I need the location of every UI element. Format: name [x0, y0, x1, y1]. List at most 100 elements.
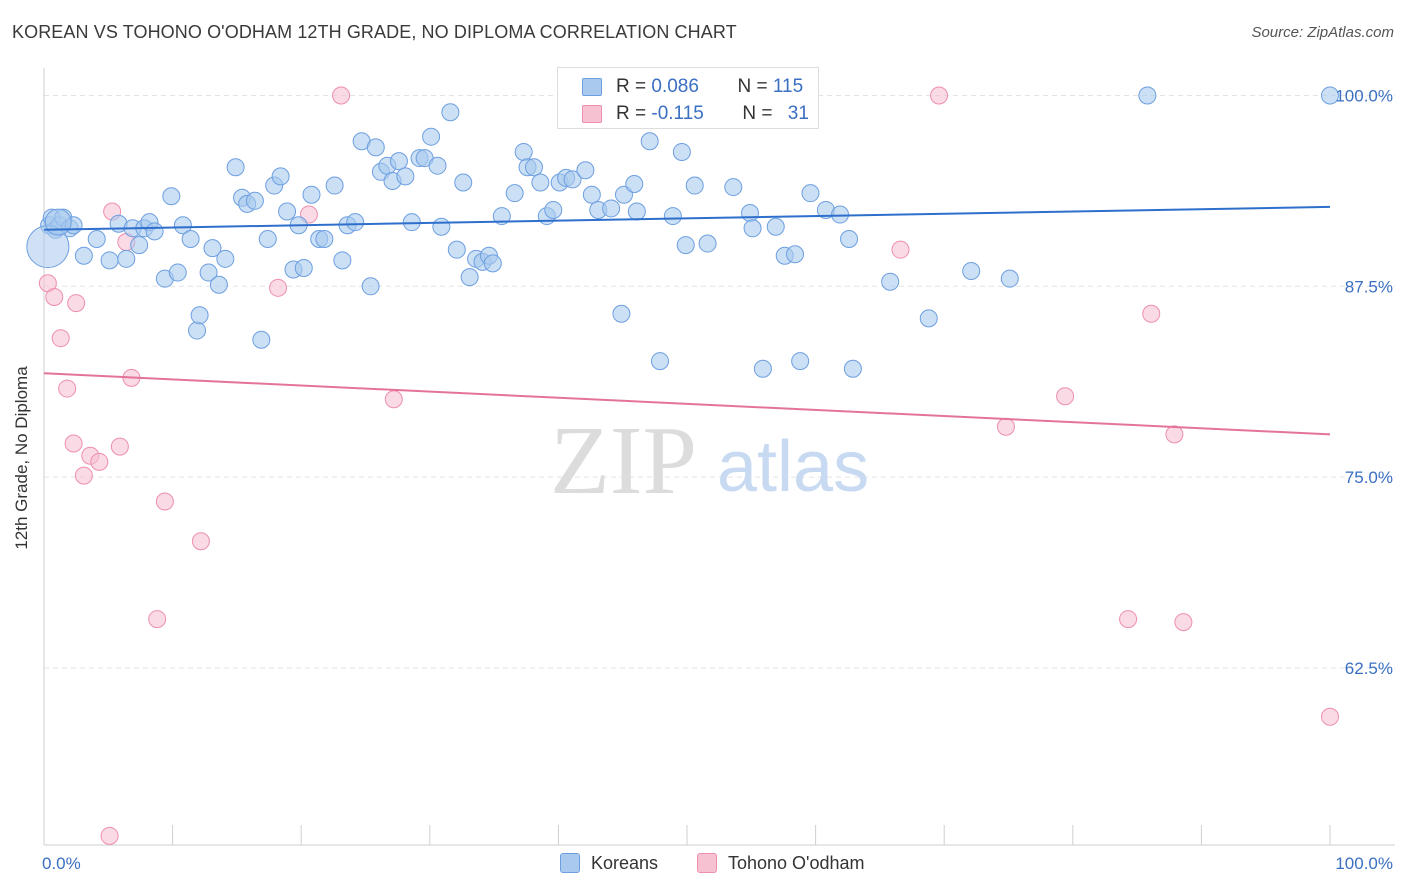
chart-title: KOREAN VS TOHONO O'ODHAM 12TH GRADE, NO … [12, 22, 737, 42]
korean-point [492, 207, 511, 226]
tohono-point [1142, 304, 1161, 323]
korean-point [743, 219, 762, 238]
korean-point [271, 167, 290, 186]
tohono-trend-line [43, 372, 1331, 436]
tohono-legend-swatch [697, 853, 717, 873]
korean-point [333, 251, 352, 270]
korean-point [563, 170, 582, 189]
tohono-point [996, 417, 1015, 436]
tohono-swatch [582, 105, 602, 123]
korean-point [117, 249, 136, 268]
korean-point [181, 229, 200, 248]
korean-point [428, 156, 447, 175]
korean-point [650, 352, 669, 371]
tohono-point [45, 287, 64, 306]
korean-point [1000, 269, 1019, 288]
source-label: Source: ZipAtlas.com [1251, 24, 1394, 41]
x-tick-label: 0.0% [42, 854, 81, 873]
korean-point [602, 199, 621, 218]
korean-point [627, 202, 646, 221]
korean-point [1138, 86, 1157, 105]
korean-point [791, 352, 810, 371]
korean-point [786, 245, 805, 264]
korean-point [130, 236, 149, 255]
korean-point [432, 217, 451, 236]
korean-point [168, 263, 187, 282]
korean-point [162, 187, 181, 206]
korean-point [346, 213, 365, 232]
tohono-legend-label: Tohono O'odham [728, 853, 865, 873]
korean-point [216, 249, 235, 268]
korean-point [209, 275, 228, 294]
n-label: N = [737, 76, 773, 97]
r-value: -0.115 [651, 103, 704, 124]
korean-point [698, 234, 717, 253]
korean-point [724, 178, 743, 197]
tohono-point [1119, 610, 1138, 629]
tohono-point [930, 86, 949, 105]
korean-point [531, 173, 550, 192]
korean-point [315, 229, 334, 248]
korean-point [199, 263, 218, 282]
tohono-point [58, 379, 77, 398]
korean-point [766, 217, 785, 236]
korean-point [672, 142, 691, 161]
tohono-point [51, 329, 70, 348]
korean-point [544, 200, 563, 219]
korean-point [741, 204, 760, 223]
korean-point [663, 207, 682, 226]
korean-point [252, 330, 271, 349]
korean-point [576, 161, 595, 180]
korean-point [226, 158, 245, 177]
korean-point [962, 262, 981, 281]
r-label: R = [616, 76, 652, 97]
tohono-point [148, 610, 167, 629]
axis-layer [43, 68, 1395, 846]
korean-point [840, 229, 859, 248]
korean-point [1321, 86, 1339, 105]
tohono-point [64, 434, 83, 453]
korean-point [843, 359, 862, 378]
y-tick-label: 87.5% [1345, 277, 1393, 296]
korean-point [685, 176, 704, 195]
korean-point [74, 246, 93, 265]
tohono-point [332, 86, 351, 105]
korean-point [396, 167, 415, 186]
y-axis-label: 12th Grade, No Diploma [12, 366, 31, 550]
tohono-point [891, 240, 910, 259]
korean-point [145, 222, 164, 241]
tohono-point [269, 278, 288, 297]
korean-points [26, 86, 1339, 378]
korean-point [173, 216, 192, 235]
koreans-legend-label: Koreans [591, 853, 659, 873]
tohono-point [100, 826, 119, 845]
tohono-points [38, 86, 1339, 845]
korean-point [361, 277, 380, 296]
korean-point [294, 258, 313, 277]
korean-point [524, 158, 543, 177]
korean-point [87, 229, 106, 248]
korean-point [325, 176, 344, 195]
korean-point [188, 321, 207, 340]
korean-point [422, 127, 441, 146]
tohono-point [1174, 613, 1193, 632]
koreans-swatch [582, 78, 602, 96]
korean-point [245, 191, 264, 210]
n-value: 115 [772, 76, 804, 97]
korean-point [801, 184, 820, 203]
tohono-point [90, 452, 109, 471]
korean-point [625, 175, 644, 194]
korean-point [389, 152, 408, 171]
watermark-zip: ZIP [550, 407, 697, 515]
tohono-point [1056, 387, 1075, 406]
stats-legend: R = 0.086 N = 115 R = -0.115 N = 31 [557, 67, 819, 129]
korean-point [505, 184, 524, 203]
korean-point [483, 254, 502, 273]
trend-layer [43, 205, 1331, 436]
korean-point [676, 236, 695, 255]
korean-trend-line [43, 205, 1331, 231]
grid-layer [44, 94, 1395, 669]
korean-point [100, 251, 119, 270]
y-tick-label: 62.5% [1345, 659, 1393, 678]
